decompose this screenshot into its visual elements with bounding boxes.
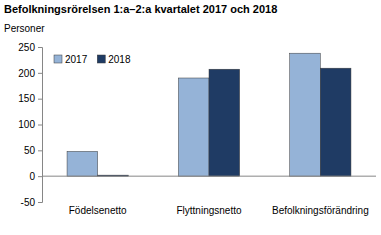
chart: Befolkningsrörelsen 1:a–2:a kvartalet 20… — [0, 0, 381, 235]
legend: 2017 2018 — [54, 54, 131, 65]
y-tick: -50 — [21, 197, 42, 208]
y-axis: -50 0 50 100 150 200 250 — [18, 42, 42, 208]
y-tick: 200 — [18, 68, 42, 79]
y-tick-mark — [38, 125, 42, 126]
bar — [67, 151, 98, 176]
bar — [178, 78, 209, 176]
x-tick: Flyttningsnetto — [176, 205, 241, 216]
x-axis: Födelsenetto Flyttningsnetto Befolkningsfö… — [69, 205, 369, 216]
x-tick-label: Födelsenetto — [69, 205, 127, 216]
bar — [209, 69, 240, 176]
title: Befolkningsrörelsen 1:a–2:a kvartalet 20… — [4, 3, 277, 15]
x-tick: Födelsenetto — [69, 205, 127, 216]
zero-line — [42, 176, 376, 177]
y-tick-label: 250 — [18, 42, 35, 53]
y-tick: 150 — [18, 93, 42, 104]
y-tick-label: 200 — [18, 68, 35, 79]
y-tick-label: 0 — [29, 171, 35, 182]
y-tick: 250 — [18, 42, 42, 53]
y-tick-mark — [38, 99, 42, 100]
bars — [67, 53, 351, 176]
series — [67, 53, 320, 176]
y-tick: 0 — [29, 171, 42, 182]
x-tick: Befolkningsförändring — [272, 205, 369, 216]
bar — [290, 53, 321, 176]
y-tick-label: 150 — [18, 93, 35, 104]
x-tick-label: Flyttningsnetto — [176, 205, 241, 216]
legend-label: 2018 — [108, 54, 131, 65]
y-tick-mark — [38, 202, 42, 203]
legend-label: 2017 — [65, 54, 88, 65]
y-tick: 50 — [24, 145, 42, 156]
y-tick: 100 — [18, 119, 42, 130]
x-tick-label: Befolkningsförändring — [272, 205, 369, 216]
legend-item: 2017 — [54, 54, 88, 65]
y-axis-title: Personer — [4, 23, 45, 34]
plot: -50 0 50 100 150 200 250 Födelsenetto Flyttnings… — [18, 42, 376, 216]
y-tick-label: 100 — [18, 119, 35, 130]
y-tick-label: 50 — [24, 145, 36, 156]
y-tick-mark — [38, 47, 42, 48]
legend-swatch — [54, 55, 62, 63]
y-tick-mark — [38, 150, 42, 151]
y-axis-line — [38, 48, 43, 203]
series — [98, 68, 351, 176]
y-tick-mark — [38, 176, 42, 177]
legend-item: 2018 — [97, 54, 131, 65]
bar — [320, 68, 351, 176]
legend-swatch — [97, 55, 105, 63]
y-tick-label: -50 — [21, 197, 36, 208]
y-tick-mark — [38, 73, 42, 74]
